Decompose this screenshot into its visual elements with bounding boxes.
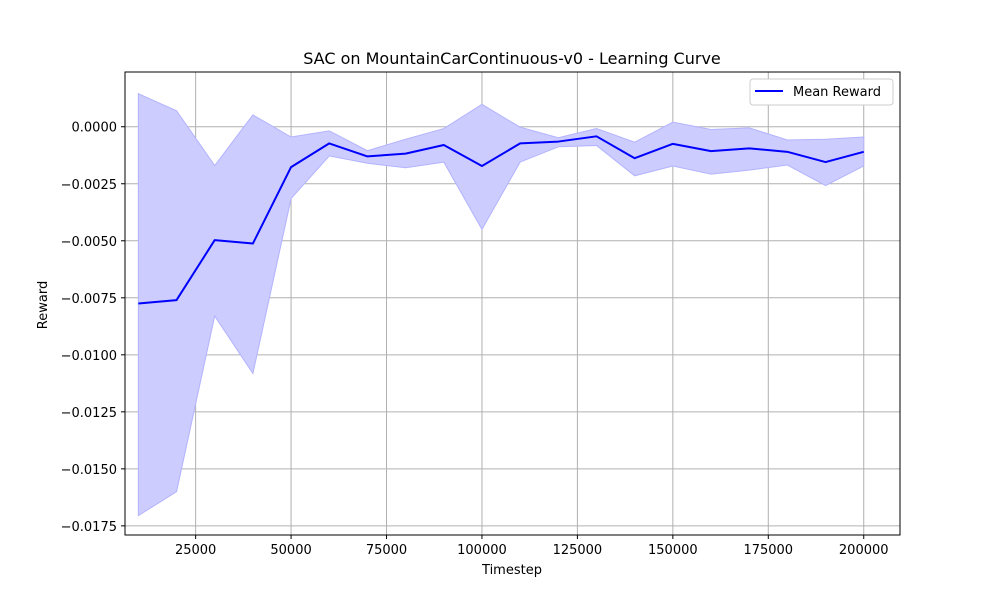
y-tick-label: −0.0075 <box>61 292 117 307</box>
x-tick-label: 150000 <box>648 543 698 558</box>
y-tick-label: −0.0125 <box>61 406 117 421</box>
std-band-layer <box>137 92 865 517</box>
y-axis-label: Reward <box>36 281 51 329</box>
x-axis-label: Timestep <box>481 563 542 578</box>
chart-title: SAC on MountainCarContinuous-v0 - Learni… <box>303 49 721 68</box>
y-tick-label: −0.0025 <box>61 178 117 193</box>
x-tick-label: 175000 <box>743 543 793 558</box>
x-tick-label: 25000 <box>175 543 216 558</box>
x-tick-label: 100000 <box>457 543 507 558</box>
x-tick-label: 50000 <box>270 543 311 558</box>
x-tick-label: 125000 <box>553 543 603 558</box>
y-tick-label: −0.0150 <box>61 463 117 478</box>
x-tick-label: 200000 <box>839 543 889 558</box>
std-deviation-band <box>137 92 865 517</box>
y-tick-label: −0.0175 <box>61 520 117 535</box>
x-tick-label: 75000 <box>366 543 407 558</box>
legend-label-mean-reward: Mean Reward <box>793 85 881 100</box>
plot-area-frame <box>124 71 901 536</box>
y-tick-label: 0.0000 <box>72 121 118 136</box>
y-axis-ticks: 0.0000 −0.0025 −0.0050 −0.0075 −0.0100 −0.012… <box>61 121 125 535</box>
y-tick-label: −0.0100 <box>61 349 117 364</box>
x-axis-ticks: 25000 50000 75000 100000 125000 150000 175000 2… <box>175 535 889 558</box>
mean-reward-line <box>138 135 864 305</box>
mean-line-layer <box>138 135 864 305</box>
y-tick-label: −0.0050 <box>61 235 117 250</box>
legend: Mean Reward <box>749 78 894 106</box>
legend-box <box>749 78 894 106</box>
